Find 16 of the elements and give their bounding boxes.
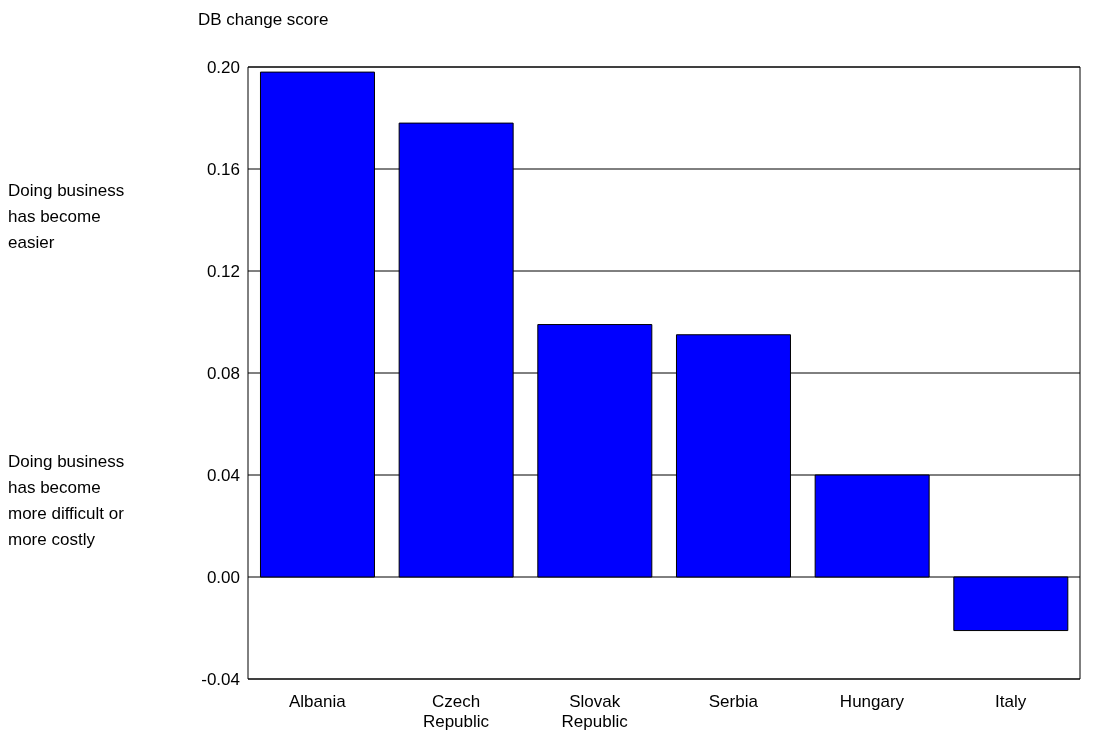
x-tick-label: Slovak Republic bbox=[561, 692, 629, 731]
x-tick-label: Albania bbox=[288, 692, 347, 711]
text: Doing business has become more difficult or more costly bbox=[8, 452, 125, 549]
text: Doing business has become easier bbox=[8, 181, 125, 252]
x-tick-label: Italy bbox=[995, 692, 1027, 711]
x-tick-label: Hungary bbox=[839, 692, 905, 711]
y-axis-title: DB change score bbox=[198, 10, 329, 29]
x-tick-label: Serbia bbox=[708, 692, 759, 711]
y-tick-label: 0.20 bbox=[206, 58, 240, 78]
y-tick-label: -0.04 bbox=[201, 670, 240, 690]
y-tick-label: 0.12 bbox=[206, 262, 240, 282]
y-tick-label: 0.00 bbox=[206, 568, 240, 588]
y-tick-label: 0.08 bbox=[206, 364, 240, 384]
y-tick-label: 0.04 bbox=[206, 466, 240, 486]
y-tick-label: 0.16 bbox=[206, 160, 240, 180]
x-tick-label: Czech Republic bbox=[422, 692, 490, 731]
